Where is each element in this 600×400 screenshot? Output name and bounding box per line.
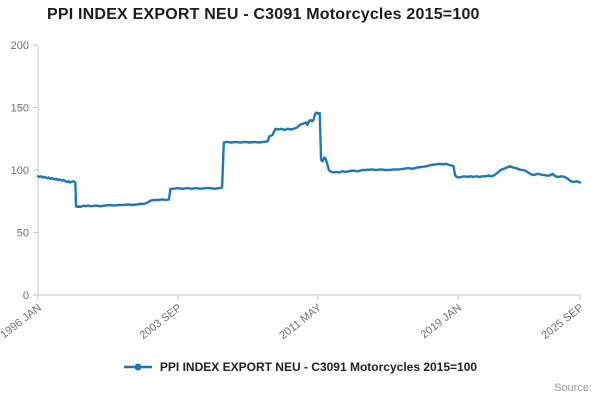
- legend-dot: [134, 363, 142, 371]
- y-tick-label: 150: [11, 103, 29, 115]
- x-tick-label: 2011 MAY: [277, 302, 324, 342]
- x-tick-label: 2003 SEP: [138, 302, 184, 342]
- x-tick-label: 2025 SEP: [539, 302, 585, 342]
- y-tick-label: 50: [17, 228, 29, 240]
- chart-title: PPI INDEX EXPORT NEU - C3091 Motorcycles…: [47, 6, 480, 23]
- y-tick-label: 200: [11, 40, 29, 52]
- legend-label: PPI INDEX EXPORT NEU - C3091 Motorcycles…: [159, 360, 478, 374]
- axis-lines: [37, 45, 580, 296]
- y-tick-label: 0: [23, 290, 29, 302]
- data-line: [36, 111, 582, 209]
- plot-svg: 0 50 100 150 200 1996 JAN 2003 SEP 2011 MAY 2019…: [0, 40, 586, 342]
- y-tick-label: 100: [11, 165, 29, 177]
- source-label: Source:: [554, 382, 592, 394]
- legend[interactable]: PPI INDEX EXPORT NEU - C3091 Motorcycles…: [0, 360, 600, 374]
- x-tick-label: 1996 JAN: [0, 302, 44, 341]
- x-tick-label: 2019 JAN: [419, 302, 464, 341]
- legend-line-marker-icon: [123, 363, 152, 371]
